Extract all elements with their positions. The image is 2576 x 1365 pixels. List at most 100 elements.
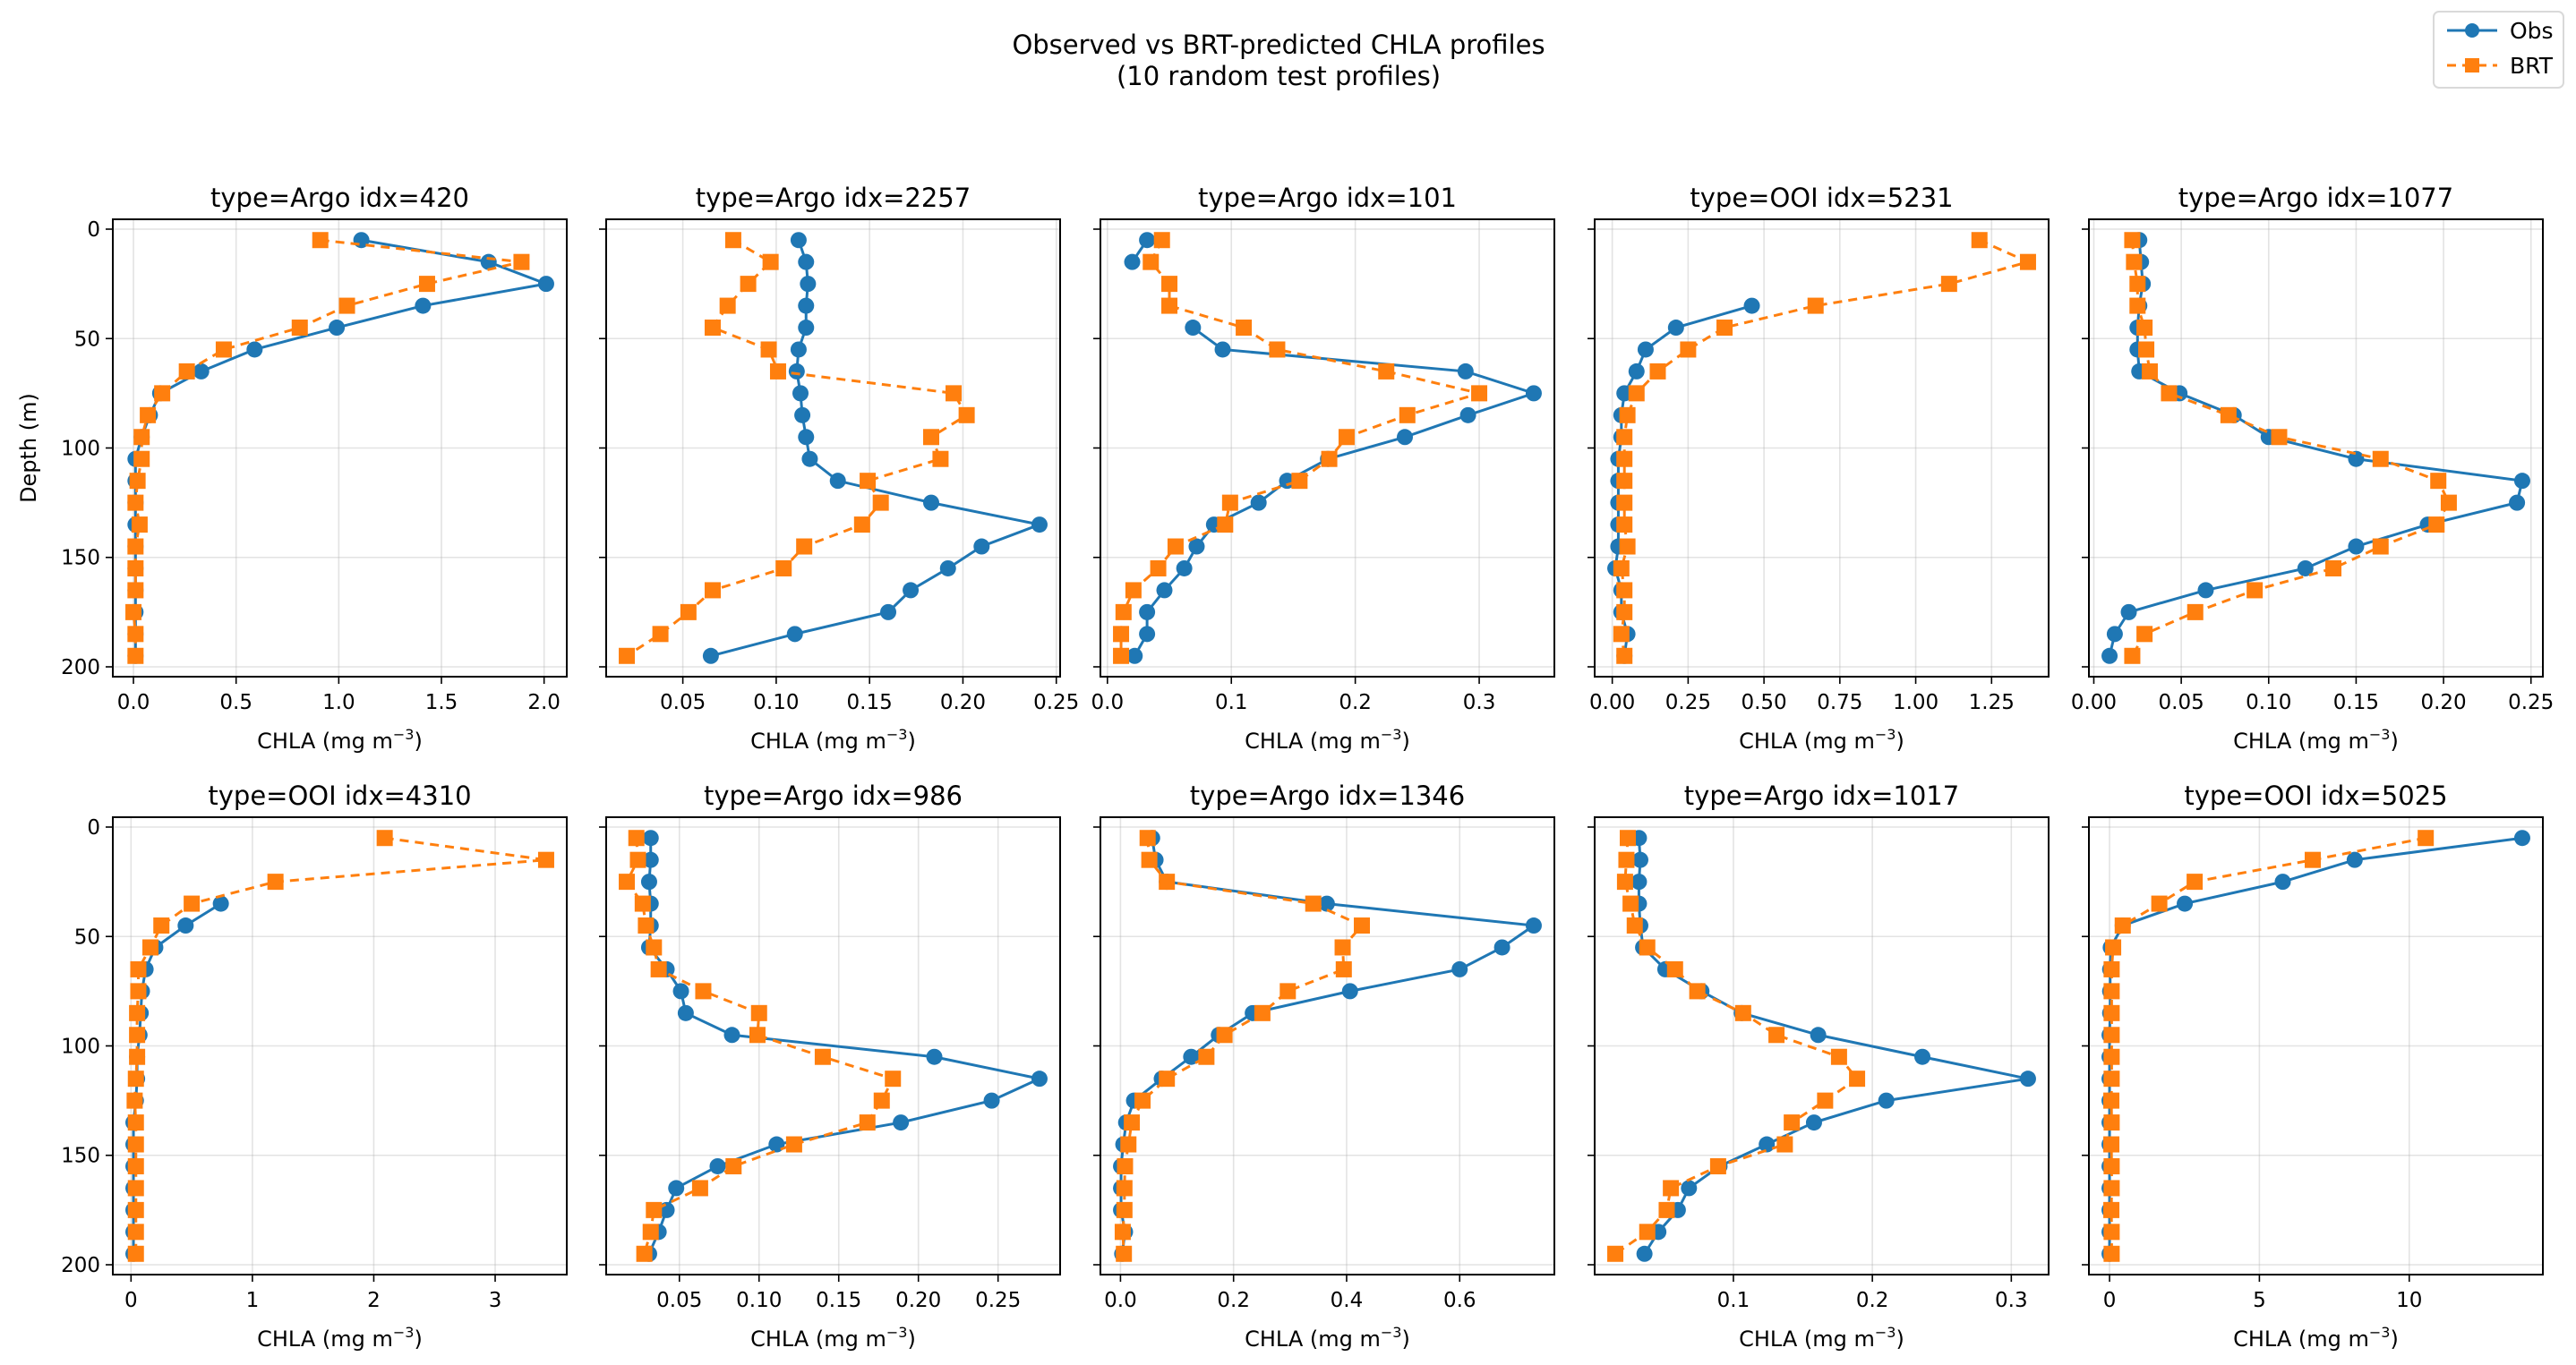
x-tick-label: 0.3: [1995, 1289, 2028, 1312]
x-tick-label: 0.15: [847, 691, 893, 714]
brt-point: [215, 341, 232, 358]
obs-point: [2101, 647, 2118, 664]
brt-point: [1120, 1136, 1137, 1153]
y-tick-label: 50: [74, 328, 100, 351]
brt-point: [1618, 851, 1635, 868]
brt-point: [1321, 450, 1338, 467]
brt-point: [178, 363, 195, 380]
brt-point: [1116, 1201, 1133, 1218]
obs-point: [1250, 494, 1267, 511]
brt-point: [1784, 1114, 1801, 1131]
brt-point: [1117, 1157, 1134, 1174]
obs-point: [1318, 895, 1335, 912]
brt-point: [1940, 276, 1957, 293]
obs-point: [1397, 429, 1414, 446]
subplot-9: 0.1 0.2 0.3 type=Argo idx=1017 CHLA (mg m−3): [1588, 781, 2050, 1352]
x-axis-label-exponent: −3: [2369, 726, 2391, 743]
obs-point: [1031, 1071, 1048, 1088]
brt-point: [127, 1201, 144, 1218]
x-axis-label-exponent: −3: [1875, 726, 1896, 743]
brt-point: [127, 1071, 144, 1088]
x-tick-label: 0.1: [1215, 691, 1248, 714]
obs-point: [672, 983, 689, 1000]
brt-point: [127, 1180, 144, 1197]
x-axis-label-exponent: −3: [393, 1324, 415, 1341]
obs-point: [1630, 874, 1647, 891]
brt-point: [131, 516, 148, 533]
brt-point: [628, 830, 645, 847]
brt-point: [814, 1048, 831, 1065]
brt-point: [619, 647, 636, 664]
obs-point: [1631, 851, 1648, 868]
x-tick-label: 0.0: [117, 691, 150, 714]
brt-point: [704, 582, 721, 599]
brt-point: [1167, 538, 1184, 555]
brt-point: [2103, 1027, 2120, 1044]
obs-point: [1810, 1027, 1827, 1044]
brt-point: [1734, 1004, 1751, 1021]
brt-point: [859, 1114, 876, 1131]
brt-point: [1666, 960, 1683, 977]
brt-point: [1607, 1245, 1624, 1262]
obs-point: [983, 1092, 1000, 1109]
brt-point: [126, 1092, 143, 1109]
brt-point: [2103, 1157, 2120, 1174]
obs-point: [798, 253, 815, 270]
obs-point: [2348, 538, 2365, 555]
brt-point: [1616, 473, 1633, 490]
brt-point: [1639, 1224, 1656, 1241]
brt-point: [1830, 1048, 1847, 1065]
brt-point: [2103, 1092, 2120, 1109]
y-tick-label: 50: [74, 926, 100, 949]
brt-point: [1198, 1048, 1215, 1065]
brt-point: [2428, 516, 2445, 533]
brt-point: [127, 626, 144, 643]
obs-point: [1457, 363, 1474, 380]
subplot-title: type=Argo idx=1017: [1684, 781, 1959, 811]
brt-point: [719, 297, 736, 314]
subplot-title: type=OOI idx=5025: [2184, 781, 2447, 811]
x-tick-label: 0.15: [816, 1289, 861, 1312]
x-tick-label: 0.05: [2159, 691, 2204, 714]
brt-point: [638, 917, 655, 934]
x-axis-label-close: ): [1401, 729, 1409, 754]
x-axis-label: CHLA (mg m−3): [1739, 1324, 1904, 1352]
y-tick-label: 200: [61, 656, 100, 679]
brt-point: [1716, 320, 1733, 337]
y-tick-label: 100: [61, 438, 100, 461]
brt-point: [291, 320, 308, 337]
brt-point: [127, 1245, 144, 1262]
brt-point: [2271, 429, 2288, 446]
brt-point: [129, 1004, 146, 1021]
obs-point: [1636, 1245, 1653, 1262]
x-tick-label: 0.15: [2333, 691, 2379, 714]
obs-point: [926, 1048, 943, 1065]
brt-point: [2103, 1136, 2120, 1153]
x-tick-label: 1: [246, 1289, 260, 1312]
x-axis-label: CHLA (mg m−3): [750, 726, 916, 754]
brt-point: [769, 363, 786, 380]
brt-point: [860, 473, 877, 490]
x-axis-label-text: CHLA (mg m: [257, 729, 393, 754]
brt-point: [695, 983, 712, 1000]
obs-point: [786, 626, 803, 643]
x-axis-label-exponent: −3: [1381, 1324, 1402, 1341]
brt-point: [749, 1027, 766, 1044]
subplot-title: type=Argo idx=101: [1198, 183, 1457, 213]
brt-point: [1616, 516, 1633, 533]
obs-point: [1139, 626, 1156, 643]
brt-point: [1221, 494, 1238, 511]
brt-point: [2129, 276, 2146, 293]
obs-point: [792, 385, 809, 402]
obs-point: [2513, 830, 2530, 847]
obs-point: [1185, 320, 1202, 337]
x-axis-label-text: CHLA (mg m: [1245, 1327, 1381, 1352]
brt-point: [1335, 960, 1352, 977]
x-tick-label: 0.6: [1443, 1289, 1476, 1312]
obs-point: [702, 647, 719, 664]
brt-point: [725, 1157, 742, 1174]
obs-point: [642, 830, 659, 847]
x-tick-label: 3: [489, 1289, 502, 1312]
brt-point: [127, 647, 144, 664]
